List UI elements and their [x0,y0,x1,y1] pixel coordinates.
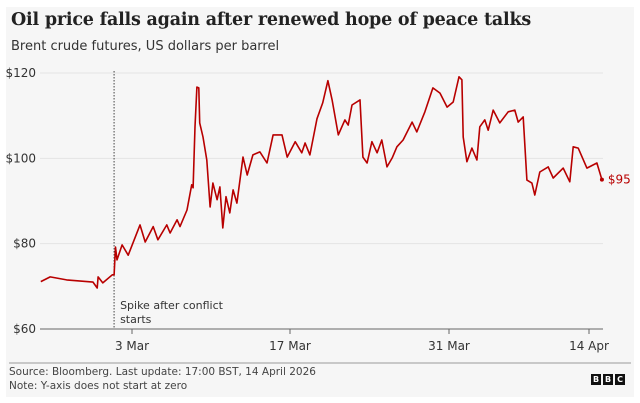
y-tick-label: $120 [5,66,36,80]
y-axis: $60 $80 $100 $120 [5,66,36,336]
logo-block: B [591,374,601,385]
x-tick-label: 31 Mar [428,339,470,353]
y-tick-label: $60 [13,322,36,336]
y-tick-label: $100 [5,151,36,165]
x-tick-label: 17 Mar [269,339,311,353]
x-tick-label: 14 Apr [569,339,609,353]
x-tick-label: 3 Mar [115,339,149,353]
axis-note: Note: Y-axis does not start at zero [9,380,188,392]
chart-subtitle: Brent crude futures, US dollars per barr… [11,39,280,54]
bbc-logo: B B C [591,374,625,385]
annotation-text-line-1: Spike after conflict [120,299,224,312]
logo-block: B [603,374,613,385]
last-price-dot [599,177,604,182]
x-axis: 3 Mar 17 Mar 31 Mar 14 Apr [115,329,609,353]
chart-panel [6,7,634,397]
price-line [40,76,603,289]
chart-title: Oil price falls again after renewed hope… [11,10,532,30]
source-note: Source: Bloomberg. Last update: 17:00 BS… [9,366,316,378]
gridlines [40,72,603,330]
last-price-label: $95 [608,173,631,187]
line-chart: $60 $80 $100 $120 3 Mar 17 Mar 31 Mar 14 Apr S… [5,66,631,353]
footer-divider [9,362,631,364]
annotation-text-line-2: starts [120,313,152,326]
logo-block: C [615,374,625,385]
y-tick-label: $80 [13,237,36,251]
